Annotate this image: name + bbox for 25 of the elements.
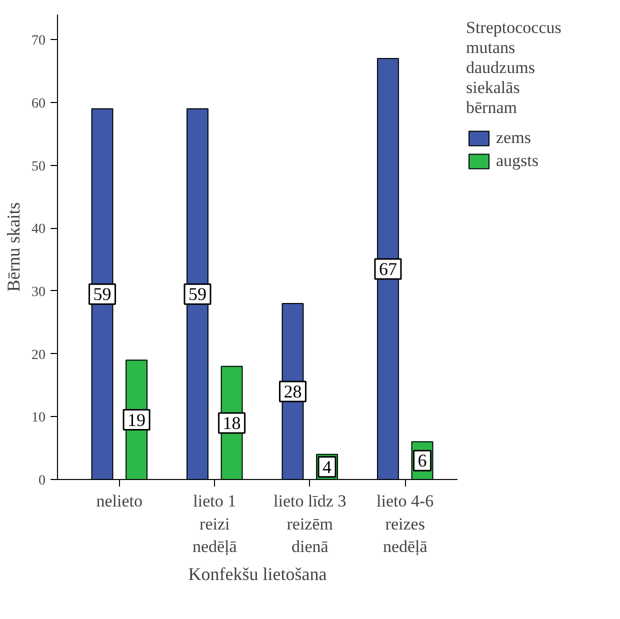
data-label: 19 bbox=[128, 410, 146, 430]
x-tick-label: lieto 1 reizi nedēļā bbox=[192, 492, 238, 556]
data-label: 6 bbox=[418, 450, 427, 471]
y-tick-label: 30 bbox=[32, 284, 46, 300]
legend-label: augsts bbox=[496, 151, 538, 171]
x-tick-label: lieto līdz 3 reizēm dienā bbox=[274, 492, 346, 556]
y-tick-label: 60 bbox=[32, 96, 46, 112]
data-label: 59 bbox=[93, 284, 112, 304]
x-tick-label: nelieto bbox=[96, 492, 143, 510]
x-axis-title: Konfekšu lietošana bbox=[188, 564, 327, 584]
data-label: 18 bbox=[222, 412, 241, 433]
data-label: 4 bbox=[322, 456, 332, 477]
y-axis-title: Bērnu skaits bbox=[4, 202, 24, 292]
y-tick-label: 20 bbox=[32, 348, 46, 363]
y-tick-label: 50 bbox=[32, 159, 46, 174]
y-tick-label: 40 bbox=[32, 222, 46, 238]
legend-title: Streptococcus mutans daudzums siekalās bērnam bbox=[466, 18, 562, 118]
legend-label: zems bbox=[496, 128, 531, 148]
y-tick-label: 10 bbox=[32, 410, 46, 426]
y-tick-label: 0 bbox=[38, 474, 46, 488]
x-tick-label: lieto 4-6 reizes nedēļā bbox=[376, 492, 434, 556]
data-label: 59 bbox=[188, 284, 206, 304]
y-tick-label: 70 bbox=[32, 34, 46, 49]
data-label: 28 bbox=[284, 382, 302, 402]
data-label: 67 bbox=[378, 258, 397, 279]
